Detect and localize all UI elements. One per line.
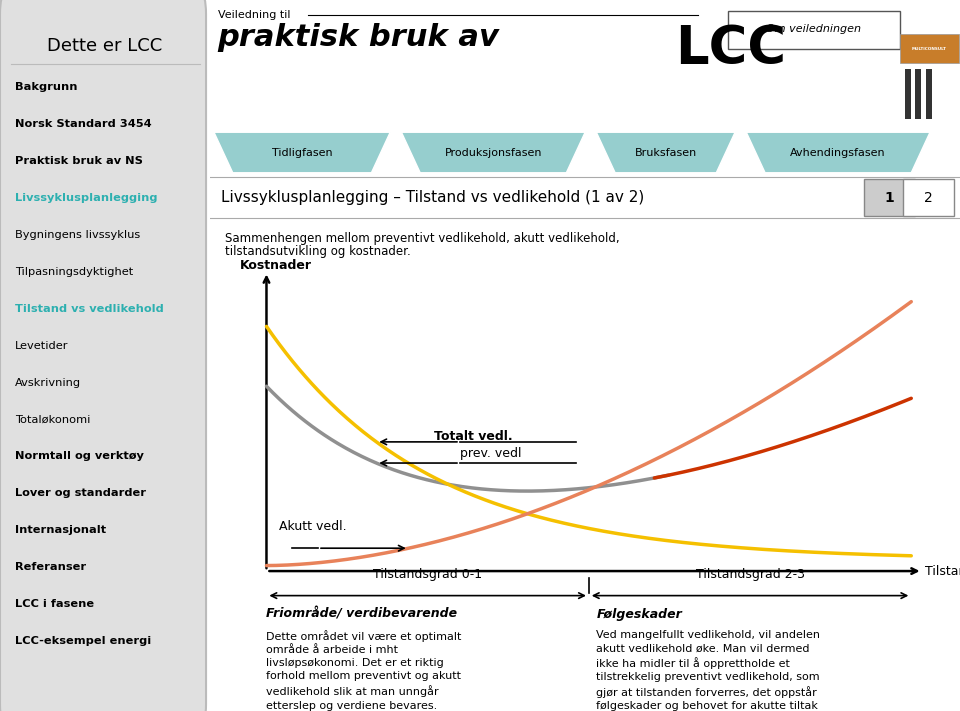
FancyBboxPatch shape — [900, 34, 958, 63]
FancyBboxPatch shape — [728, 11, 900, 49]
Polygon shape — [401, 132, 586, 173]
Bar — [915, 69, 921, 119]
Text: Avskrivning: Avskrivning — [14, 378, 81, 387]
Text: Normtall og verktøy: Normtall og verktøy — [14, 451, 144, 461]
Text: Tilstandsgrad 2-3: Tilstandsgrad 2-3 — [696, 568, 804, 581]
Text: Sammenhengen mellom preventivt vedlikehold, akutt vedlikehold,: Sammenhengen mellom preventivt vedlikeho… — [226, 232, 620, 245]
Text: 1: 1 — [885, 191, 895, 205]
Text: Ved mangelfullt vedlikehold, vil andelen
akutt vedlikehold øke. Man vil dermed
i: Ved mangelfullt vedlikehold, vil andelen… — [596, 630, 821, 711]
Text: LCC: LCC — [675, 23, 786, 75]
Text: tilstandsutvikling og kostnader.: tilstandsutvikling og kostnader. — [226, 245, 411, 257]
Bar — [904, 69, 910, 119]
Text: prev. vedl: prev. vedl — [460, 447, 521, 460]
Text: Bruksfasen: Bruksfasen — [635, 147, 697, 158]
Text: Produksjonsfasen: Produksjonsfasen — [444, 147, 542, 158]
Text: Om veiledningen: Om veiledningen — [766, 23, 861, 33]
Text: Tilstandsgrad 0-1: Tilstandsgrad 0-1 — [373, 568, 482, 581]
Text: Levetider: Levetider — [14, 341, 68, 351]
Text: Bakgrunn: Bakgrunn — [14, 82, 77, 92]
Text: Akutt vedl.: Akutt vedl. — [279, 520, 347, 533]
Text: MULTICONSULT: MULTICONSULT — [912, 48, 947, 51]
Polygon shape — [214, 132, 390, 173]
Text: LCC-eksempel energi: LCC-eksempel energi — [14, 636, 151, 646]
Text: praktisk bruk av: praktisk bruk av — [218, 23, 499, 51]
FancyBboxPatch shape — [903, 179, 954, 216]
Polygon shape — [596, 132, 735, 173]
Text: Livssyklusplanlegging – Tilstand vs vedlikehold (1 av 2): Livssyklusplanlegging – Tilstand vs vedl… — [222, 190, 645, 205]
Text: Bygningens livssyklus: Bygningens livssyklus — [14, 230, 140, 240]
Text: Totalt vedl.: Totalt vedl. — [434, 430, 513, 444]
Text: Dette er LCC: Dette er LCC — [47, 37, 163, 55]
Text: Kostnader: Kostnader — [240, 259, 312, 272]
Text: Dette området vil være et optimalt
område å arbeide i mht
livsløpsøkonomi. Det e: Dette området vil være et optimalt områd… — [267, 630, 462, 710]
Text: Referanser: Referanser — [14, 562, 85, 572]
Text: Tilpasningsdyktighet: Tilpasningsdyktighet — [14, 267, 133, 277]
Text: Lover og standarder: Lover og standarder — [14, 488, 146, 498]
Text: Tidligfasen: Tidligfasen — [272, 147, 332, 158]
FancyBboxPatch shape — [0, 0, 206, 711]
Text: LCC i fasene: LCC i fasene — [14, 599, 94, 609]
Bar — [925, 69, 931, 119]
Text: Livssyklusplanlegging: Livssyklusplanlegging — [14, 193, 157, 203]
Text: Internasjonalt: Internasjonalt — [14, 525, 106, 535]
Text: Følgeskader: Følgeskader — [596, 608, 683, 621]
Text: Norsk Standard 3454: Norsk Standard 3454 — [14, 119, 152, 129]
Text: Tilstand vs vedlikehold: Tilstand vs vedlikehold — [14, 304, 163, 314]
Text: Avhendingsfasen: Avhendingsfasen — [790, 147, 886, 158]
Text: Praktisk bruk av NS: Praktisk bruk av NS — [14, 156, 143, 166]
FancyBboxPatch shape — [864, 179, 915, 216]
Text: 2: 2 — [924, 191, 933, 205]
Text: Friområde/ verdibevarende: Friområde/ verdibevarende — [267, 608, 458, 621]
Text: Tilstandsgrad: Tilstandsgrad — [924, 565, 960, 577]
Polygon shape — [746, 132, 930, 173]
Text: Totaløkonomi: Totaløkonomi — [14, 415, 90, 424]
Text: Veiledning til: Veiledning til — [218, 10, 290, 20]
